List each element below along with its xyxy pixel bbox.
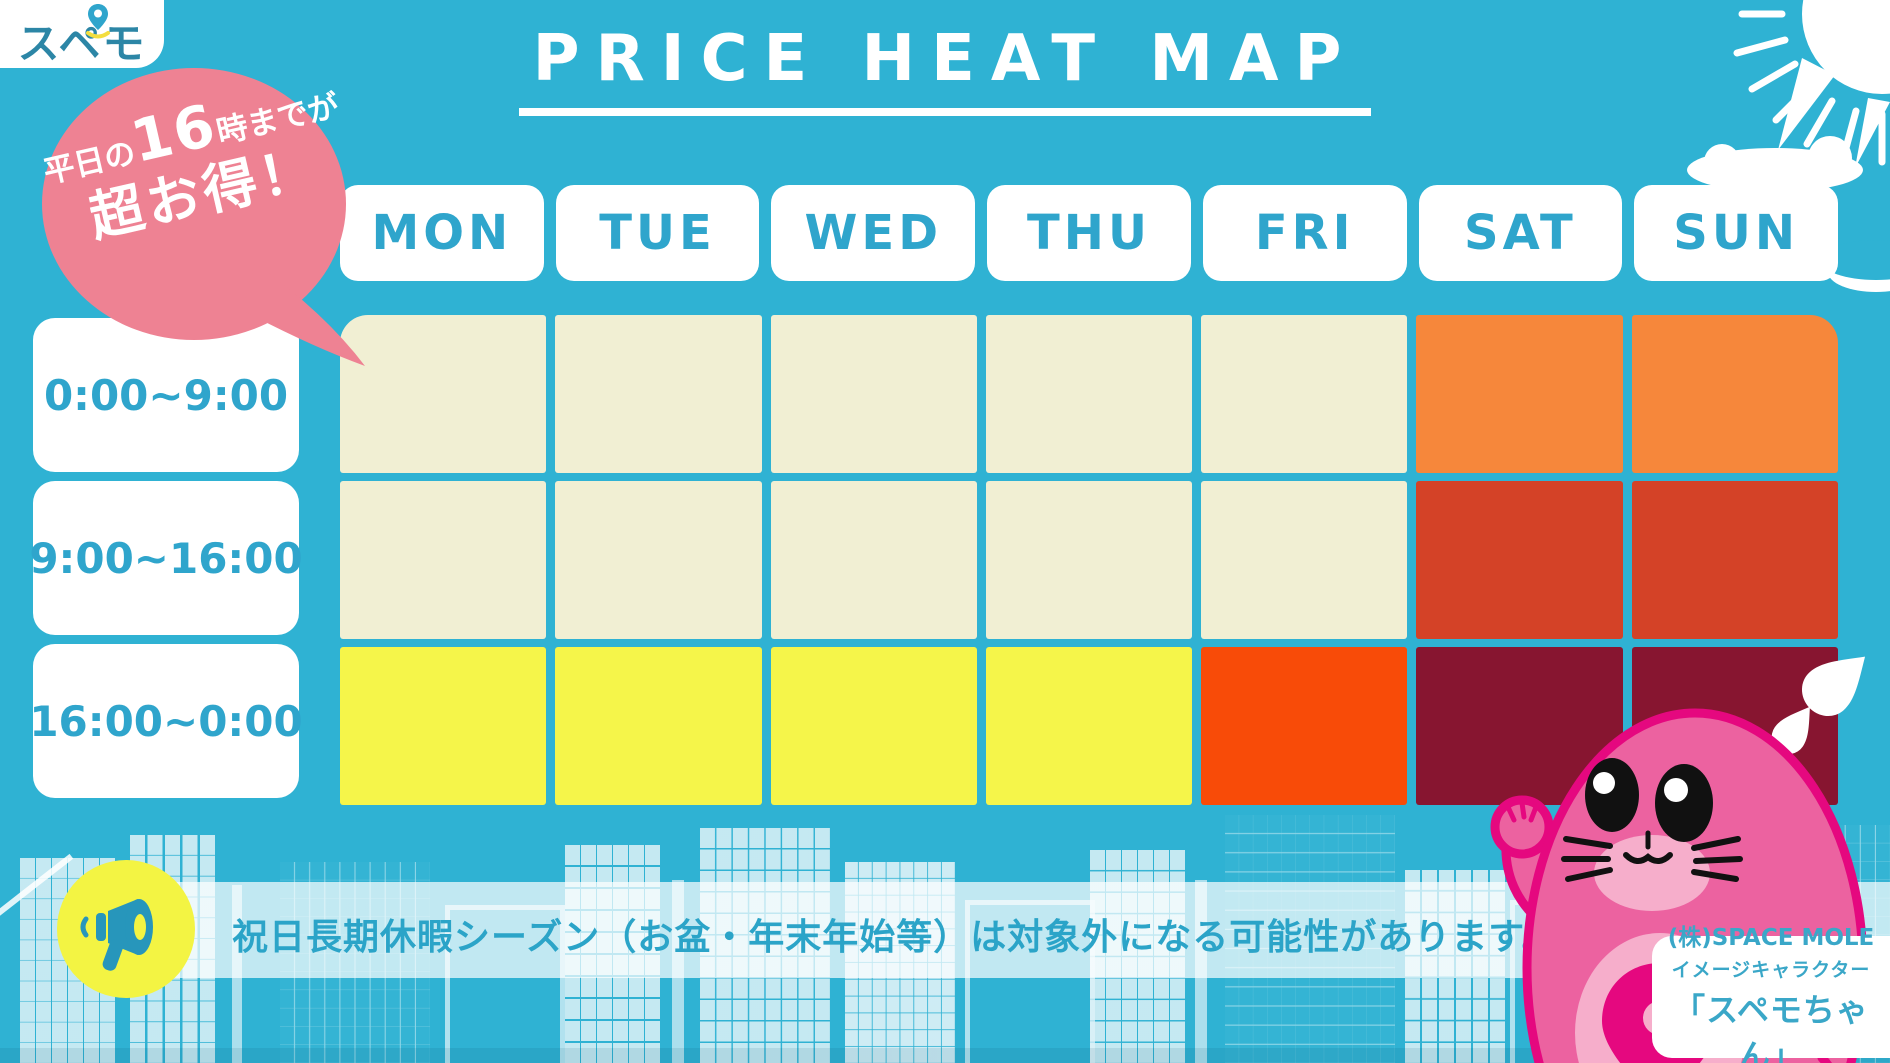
day-header-thu: THU [987, 185, 1191, 281]
heatmap-cell-sun-1 [1631, 315, 1838, 473]
mascot-company: (株)SPACE MOLE [1667, 924, 1875, 951]
mascot-name: 「スペモちゃん」 [1673, 990, 1869, 1063]
heatmap-cell-wed-3 [770, 647, 977, 805]
heatmap-cell-sat-1 [1416, 315, 1623, 473]
heatmap-cell-wed-2 [770, 481, 977, 639]
heatmap-cell-wed-1 [770, 315, 977, 473]
map-pin-icon [86, 4, 110, 39]
day-header-fri: FRI [1202, 185, 1407, 281]
mascot-caption-card: (株)SPACE MOLE イメージキャラクター 「スペモちゃん」 [1652, 925, 1890, 1063]
heatmap-cell-fri-1 [1201, 315, 1408, 473]
heatmap-cell-fri-3 [1201, 647, 1408, 805]
heatmap-cell-sun-2 [1631, 481, 1838, 639]
day-header-row: MON TUE WED THU FRI SAT SUN [340, 185, 1838, 281]
megaphone-badge [57, 860, 195, 998]
sweat-drop-icon [1771, 656, 1866, 755]
heatmap-cell-thu-2 [985, 481, 1193, 639]
time-label-row1: 0:00~9:00 [33, 318, 299, 472]
heatmap-cell-tue-2 [555, 481, 762, 639]
logo-badge: スペモ [0, 0, 164, 68]
day-header-sun: SUN [1634, 185, 1838, 281]
time-label-row2: 9:00~16:00 [29, 481, 303, 635]
heatmap-cell-tue-1 [555, 315, 762, 473]
heatmap-cell-mon-1 [340, 315, 547, 473]
page-title: PRICE HEAT MAP [518, 22, 1372, 116]
heatmap-cell-tue-3 [555, 647, 762, 805]
mascot-role: イメージキャラクター [1671, 958, 1871, 981]
day-header-tue: TUE [555, 185, 760, 281]
heatmap-cell-mon-2 [340, 481, 547, 639]
day-header-sat: SAT [1418, 185, 1623, 281]
time-label-column: 0:00~9:00 9:00~16:00 16:00~0:00 [29, 318, 303, 798]
heatmap-cell-sat-2 [1416, 481, 1623, 639]
heatmap-cell-mon-3 [340, 647, 547, 805]
skyline-ground [0, 1048, 1890, 1063]
day-header-wed: WED [771, 185, 976, 281]
megaphone-icon [80, 899, 153, 971]
time-label-row3: 16:00~0:00 [29, 644, 303, 798]
notice-text: 祝日長期休暇シーズン（お盆・年末年始等）は対象外になる可能性があります。 [232, 917, 1559, 958]
logo-text: スペモ [17, 19, 147, 68]
heatmap-cell-fri-2 [1201, 481, 1408, 639]
day-header-mon: MON [340, 185, 544, 281]
heatmap-cell-thu-3 [985, 647, 1193, 805]
heatmap-cell-thu-1 [985, 315, 1193, 473]
speech-bubble-tail [242, 263, 365, 366]
